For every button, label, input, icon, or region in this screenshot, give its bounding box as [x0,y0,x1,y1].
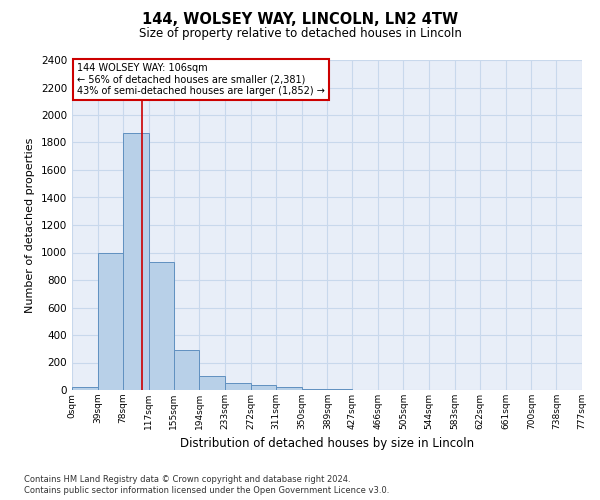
Text: Contains public sector information licensed under the Open Government Licence v3: Contains public sector information licen… [24,486,389,495]
Bar [72,387,98,390]
Bar [123,133,149,390]
Text: Contains HM Land Registry data © Crown copyright and database right 2024.: Contains HM Land Registry data © Crown c… [24,475,350,484]
Bar [276,387,302,390]
Text: Size of property relative to detached houses in Lincoln: Size of property relative to detached ho… [139,28,461,40]
X-axis label: Distribution of detached houses by size in Lincoln: Distribution of detached houses by size … [180,438,474,450]
Bar [225,383,251,390]
Text: 144, WOLSEY WAY, LINCOLN, LN2 4TW: 144, WOLSEY WAY, LINCOLN, LN2 4TW [142,12,458,28]
Text: 144 WOLSEY WAY: 106sqm
← 56% of detached houses are smaller (2,381)
43% of semi-: 144 WOLSEY WAY: 106sqm ← 56% of detached… [77,64,325,96]
Bar [98,252,123,390]
Bar [199,376,225,390]
Bar [174,350,199,390]
Bar [149,262,174,390]
Bar [251,385,276,390]
Y-axis label: Number of detached properties: Number of detached properties [25,138,35,312]
